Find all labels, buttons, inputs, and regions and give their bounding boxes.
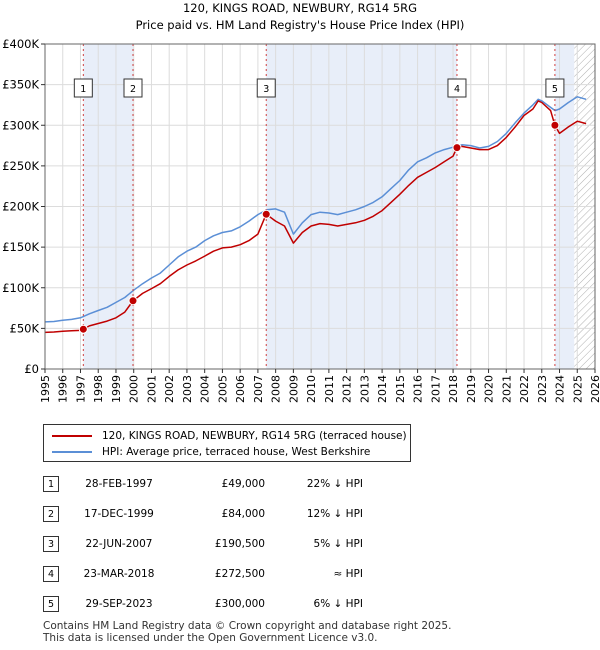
sale-price: £272,500 [214,568,265,580]
y-tick-label: £0 [24,362,39,376]
x-tick-label: 2002 [163,375,176,403]
x-tick-label: 2016 [412,375,425,403]
sale-point [452,143,462,153]
x-tick-label: 2020 [483,375,496,403]
sale-date: 17-DEC-1999 [84,508,154,520]
x-tick-label: 2009 [287,375,300,403]
legend-item-hpi: HPI: Average price, terraced house, West… [52,444,370,460]
footer-line-1: Contains HM Land Registry data © Crown c… [43,620,452,632]
y-tick-label: £350K [2,78,39,92]
y-tick-label: £250K [2,159,39,173]
y-tick-label: £50K [10,321,40,335]
x-tick-label: 2026 [589,375,600,403]
sale-row: 5 29-SEP-2023 £300,000 6% ↓ HPI [43,596,383,614]
x-tick-label: 2006 [234,375,247,403]
chart-subtitle: Price paid vs. HM Land Registry's House … [136,18,465,32]
x-tick-label: 2000 [128,375,141,403]
x-tick-label: 2022 [518,375,531,403]
sale-marker-box [545,78,565,98]
y-tick-label: £300K [2,118,39,132]
x-tick-label: 2013 [358,375,371,403]
y-tick-label: £200K [2,200,39,214]
x-tick-label: 2017 [429,375,442,403]
sale-row: 4 23-MAR-2018 £272,500 ≈ HPI [43,566,383,584]
x-tick-label: 2007 [252,375,265,403]
legend-label-property: 120, KINGS ROAD, NEWBURY, RG14 5RG (terr… [102,430,407,442]
sale-marker-box [73,78,93,98]
x-tick-label: 2010 [305,375,318,403]
sale-number-badge: 2 [43,506,59,522]
x-tick-label: 1999 [110,375,123,403]
sale-marker-label: 5 [552,84,558,95]
price-chart: 120, KINGS ROAD, NEWBURY, RG14 5RG Price… [2,1,600,403]
x-tick-label: 2003 [181,375,194,403]
x-tick-label: 1995 [39,375,52,403]
sale-price: £84,000 [221,508,265,520]
sale-date: 28-FEB-1997 [85,478,153,490]
x-tick-label: 2021 [500,375,513,403]
sale-hpi-comparison: ≈ HPI [333,568,363,580]
sale-price: £49,000 [221,478,265,490]
x-tick-label: 2004 [199,375,212,403]
legend-swatch-hpi [52,451,92,453]
legend-item-property: 120, KINGS ROAD, NEWBURY, RG14 5RG (terr… [52,428,407,444]
legend-label-hpi: HPI: Average price, terraced house, West… [102,446,371,458]
sale-price: £190,500 [214,538,265,550]
sale-marker-label: 3 [263,84,269,95]
sale-marker-label: 4 [454,84,460,95]
sale-marker-label: 1 [80,84,86,95]
chart-legend: 120, KINGS ROAD, NEWBURY, RG14 5RG (terr… [43,424,411,462]
x-tick-label: 2011 [323,375,336,403]
sale-point [550,120,560,130]
sale-row: 3 22-JUN-2007 £190,500 5% ↓ HPI [43,536,383,554]
x-tick-label: 2025 [571,375,584,403]
x-tick-label: 2019 [465,375,478,403]
y-tick-label: £150K [2,240,39,254]
sale-point [78,324,88,334]
x-tick-label: 2014 [376,375,389,403]
sale-price: £300,000 [214,598,265,610]
x-tick-label: 1997 [74,375,87,403]
sale-hpi-comparison: 12% ↓ HPI [306,508,363,520]
sale-marker-label: 2 [130,84,136,95]
x-tick-label: 2012 [341,375,354,403]
sale-number-badge: 3 [43,536,59,552]
sale-date: 29-SEP-2023 [85,598,153,610]
sale-marker-box [123,78,143,98]
sale-row: 1 28-FEB-1997 £49,000 22% ↓ HPI [43,476,383,494]
chart-title: 120, KINGS ROAD, NEWBURY, RG14 5RG [183,1,417,15]
x-tick-label: 2015 [394,375,407,403]
x-tick-label: 2008 [270,375,283,403]
sale-marker-box [256,78,276,98]
sale-date: 22-JUN-2007 [85,538,153,550]
x-tick-label: 2023 [536,375,549,403]
hpi-line [44,96,587,323]
sale-date: 23-MAR-2018 [83,568,155,580]
x-tick-label: 1996 [57,375,70,403]
y-tick-label: £400K [2,37,39,51]
sale-point [261,209,271,219]
sale-marker-box [447,78,467,98]
x-tick-label: 2018 [447,375,460,403]
copyright-footer: Contains HM Land Registry data © Crown c… [43,620,451,644]
sale-row: 2 17-DEC-1999 £84,000 12% ↓ HPI [43,506,383,524]
x-tick-label: 2001 [145,375,158,403]
footer-line-2: This data is licensed under the Open Gov… [43,632,378,644]
sale-point [128,296,138,306]
sale-number-badge: 1 [43,476,59,492]
sale-hpi-comparison: 6% ↓ HPI [313,598,363,610]
sale-number-badge: 5 [43,596,59,612]
sale-hpi-comparison: 5% ↓ HPI [313,538,363,550]
y-tick-label: £100K [2,281,39,295]
sale-hpi-comparison: 22% ↓ HPI [306,478,363,490]
x-tick-label: 1998 [92,375,105,403]
sale-number-badge: 4 [43,566,59,582]
legend-swatch-property [52,435,92,437]
x-tick-label: 2005 [216,375,229,403]
x-tick-label: 2024 [554,375,567,403]
